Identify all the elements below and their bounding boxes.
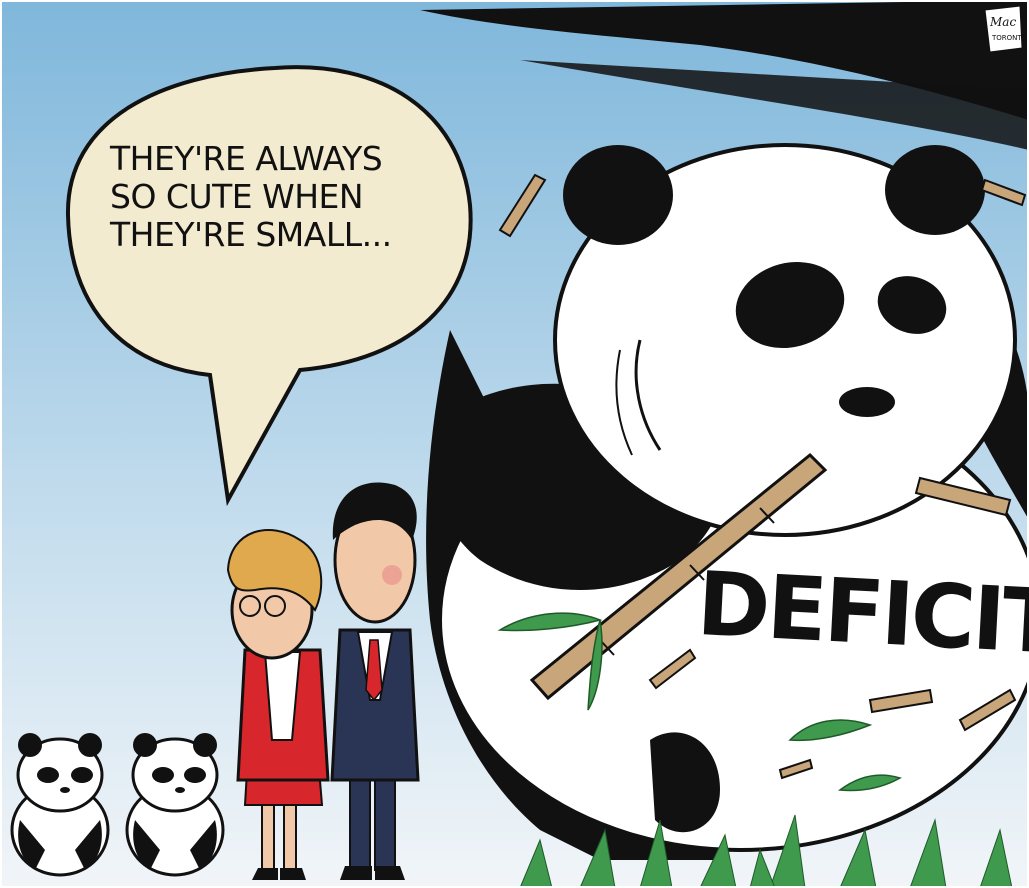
artist-signature: Mac TORONTO — [984, 5, 1028, 53]
speech-line-1: THEY'RE ALWAYS — [110, 139, 383, 178]
grass — [519, 814, 1013, 888]
shadow-streaks — [420, 0, 1029, 150]
panda-deficit-label: DEFICIT — [694, 552, 1029, 674]
bamboo-debris — [498, 173, 1027, 780]
bamboo-leaves — [497, 612, 902, 792]
small-panda-left — [10, 733, 110, 877]
svg-text:Mac: Mac — [989, 15, 1016, 29]
svg-text:TORONTO: TORONTO — [991, 34, 1028, 42]
woman-figure — [226, 529, 330, 880]
speech-line-3: THEY'RE SMALL... — [110, 215, 392, 254]
man-figure — [330, 482, 420, 880]
giant-panda — [426, 143, 1029, 860]
bamboo-stalk — [529, 452, 1012, 701]
speech-line-2: SO CUTE WHEN — [110, 177, 364, 216]
small-panda-right — [125, 733, 225, 877]
speech-bubble-text: THEY'RE ALWAYS SO CUTE WHEN THEY'RE SMAL… — [110, 140, 430, 254]
speech-bubble — [65, 65, 473, 507]
